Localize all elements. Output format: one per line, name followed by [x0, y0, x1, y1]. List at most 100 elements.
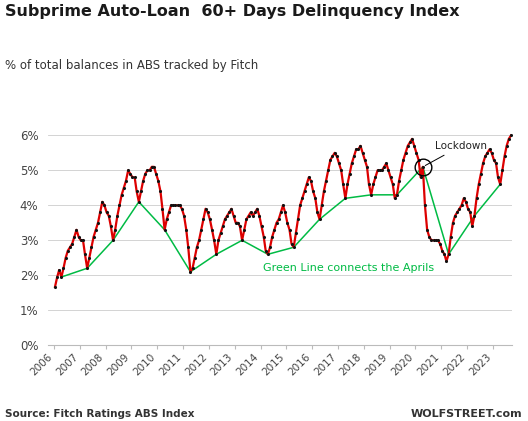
Point	[193, 244, 201, 250]
Point	[175, 202, 184, 209]
Point	[431, 237, 440, 244]
Point	[130, 174, 139, 181]
Point	[281, 209, 289, 216]
Point	[111, 226, 119, 233]
Point	[169, 202, 177, 209]
Point	[337, 167, 345, 174]
Point	[94, 219, 102, 226]
Point	[386, 174, 395, 181]
Point	[205, 216, 214, 223]
Point	[77, 237, 85, 244]
Point	[507, 132, 515, 139]
Point	[122, 178, 130, 184]
Point	[234, 219, 242, 226]
Point	[384, 167, 393, 174]
Point	[289, 244, 298, 250]
Point	[171, 202, 180, 209]
Point	[81, 251, 89, 258]
Point	[427, 237, 436, 244]
Point	[436, 240, 444, 247]
Point	[83, 265, 91, 272]
Point	[268, 233, 277, 240]
Point	[322, 178, 330, 184]
Point	[242, 216, 251, 223]
Point	[468, 223, 476, 230]
Point	[68, 240, 77, 247]
Point	[57, 274, 65, 280]
Point	[180, 213, 188, 219]
Point	[231, 219, 240, 226]
Point	[459, 195, 468, 202]
Point	[105, 213, 113, 219]
Point	[371, 174, 380, 181]
Point	[464, 205, 472, 212]
Point	[335, 160, 343, 167]
Point	[244, 213, 253, 219]
Point	[489, 157, 498, 163]
Point	[419, 163, 427, 170]
Point	[89, 233, 98, 240]
Point	[345, 171, 354, 177]
Point	[163, 216, 171, 223]
Point	[389, 181, 397, 188]
Point	[139, 178, 147, 184]
Point	[300, 188, 309, 195]
Point	[423, 226, 431, 233]
Point	[87, 244, 96, 250]
Point	[53, 274, 61, 280]
Point	[298, 195, 307, 202]
Point	[365, 181, 373, 188]
Point	[324, 167, 333, 174]
Point	[214, 237, 223, 244]
Point	[133, 188, 141, 195]
Point	[412, 149, 421, 156]
Point	[188, 265, 197, 272]
Point	[380, 163, 388, 170]
Point	[352, 146, 361, 153]
Point	[253, 205, 261, 212]
Point	[505, 136, 513, 142]
Point	[173, 202, 182, 209]
Point	[363, 163, 371, 170]
Point	[440, 251, 449, 258]
Point	[238, 237, 247, 244]
Point	[328, 153, 337, 160]
Point	[319, 188, 328, 195]
Point	[126, 171, 135, 177]
Point	[410, 142, 418, 149]
Point	[201, 205, 210, 212]
Point	[240, 226, 249, 233]
Point	[272, 219, 281, 226]
Point	[96, 209, 105, 216]
Point	[503, 142, 511, 149]
Point	[438, 248, 447, 254]
Point	[109, 237, 117, 244]
Point	[326, 157, 335, 163]
Point	[303, 181, 311, 188]
Point	[266, 244, 274, 250]
Point	[331, 149, 339, 156]
Point	[470, 213, 479, 219]
Point	[397, 167, 406, 174]
Point	[182, 226, 191, 233]
Point	[367, 192, 375, 198]
Point	[158, 205, 167, 212]
Point	[447, 233, 455, 240]
Point	[451, 213, 459, 219]
Point	[249, 213, 257, 219]
Point	[479, 160, 487, 167]
Point	[466, 209, 475, 216]
Point	[317, 202, 326, 209]
Point	[85, 254, 93, 261]
Point	[74, 233, 83, 240]
Point	[156, 188, 165, 195]
Point	[477, 171, 485, 177]
Point	[216, 230, 225, 237]
Point	[219, 223, 227, 230]
Point	[66, 244, 74, 250]
Point	[51, 283, 59, 290]
Point	[417, 174, 425, 181]
Point	[257, 223, 266, 230]
Point	[339, 181, 347, 188]
Point	[283, 219, 291, 226]
